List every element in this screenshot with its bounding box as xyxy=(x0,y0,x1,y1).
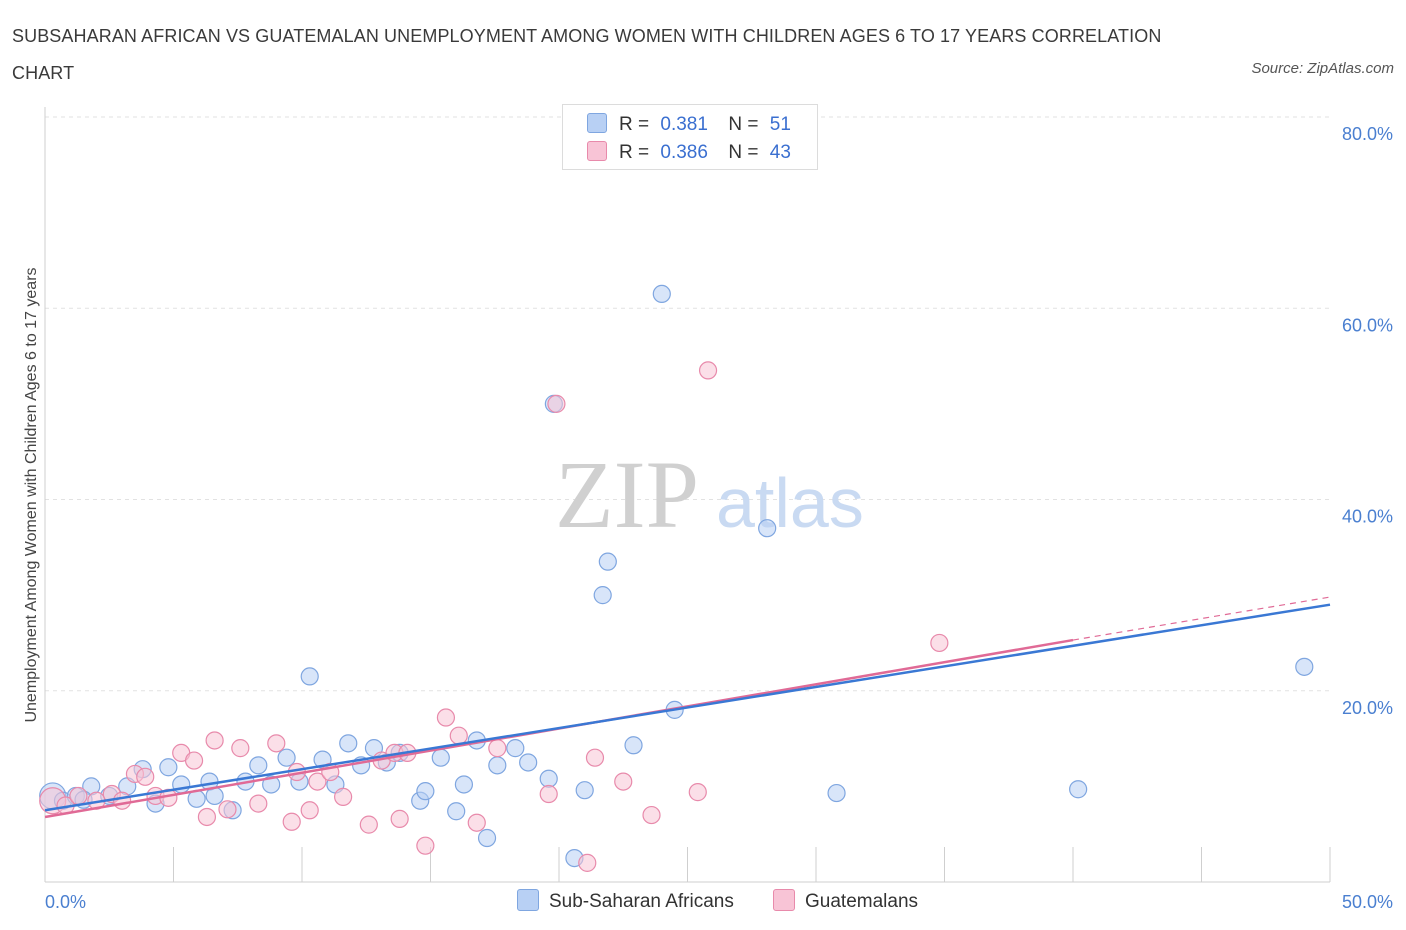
point-guatemalan xyxy=(69,786,88,806)
point-sub-saharan xyxy=(624,736,643,755)
point-guatemalan xyxy=(698,361,718,380)
point-sub-saharan xyxy=(519,753,538,772)
point-guatemalan xyxy=(585,748,605,767)
point-guatemalan xyxy=(282,812,301,831)
point-sub-saharan xyxy=(575,781,594,800)
trend-line-sub-saharan xyxy=(44,603,1331,812)
point-guatemalan xyxy=(267,734,286,753)
point-guatemalan xyxy=(359,815,378,834)
legend-swatch-pink xyxy=(587,141,607,161)
legend-n-label: N = xyxy=(728,142,759,163)
legend-row-sub-saharan: R = 0.381 N = 51 xyxy=(587,113,791,139)
y-tick-label: 20.0% xyxy=(1342,698,1393,718)
legend-row-guatemalan: R = 0.386 N = 43 xyxy=(587,141,791,167)
point-sub-saharan xyxy=(339,734,358,753)
watermark-zip: ZIP xyxy=(555,441,699,548)
legend-n-label: N = xyxy=(728,114,759,135)
legend-item-sub-saharan: Sub-Saharan Africans xyxy=(517,889,734,913)
legend-label: Guatemalans xyxy=(805,891,919,912)
grid-lines xyxy=(45,116,1330,692)
point-guatemalan xyxy=(449,726,468,745)
point-sub-saharan xyxy=(277,748,296,767)
point-guatemalan xyxy=(614,772,633,791)
point-guatemalan xyxy=(539,784,558,804)
source-label: Source: ZipAtlas.com xyxy=(1251,60,1394,77)
point-sub-saharan xyxy=(488,756,507,775)
point-sub-saharan xyxy=(300,667,319,686)
legend-item-guatemalan: Guatemalans xyxy=(773,889,918,913)
point-guatemalan xyxy=(578,853,597,872)
legend-swatch-pink xyxy=(773,889,795,911)
data-points xyxy=(39,284,1314,872)
point-guatemalan xyxy=(308,772,327,791)
tick-labels: 20.0% 40.0% 60.0% 80.0% 0.0% 50.0% xyxy=(45,124,1393,912)
legend-label: Sub-Saharan Africans xyxy=(549,891,734,912)
point-sub-saharan xyxy=(447,802,466,821)
legend-r-value: 0.381 xyxy=(660,114,708,135)
y-tick-label: 40.0% xyxy=(1342,507,1393,527)
point-guatemalan xyxy=(467,813,486,832)
legend-swatch-blue xyxy=(517,889,539,911)
point-sub-saharan xyxy=(758,519,777,538)
correlation-legend: R = 0.381 N = 51 R = 0.386 N = 43 xyxy=(562,104,818,170)
point-sub-saharan xyxy=(593,586,612,605)
legend-r-label: R = xyxy=(619,114,650,135)
point-sub-saharan xyxy=(506,739,525,758)
legend-n-value: 51 xyxy=(769,114,791,135)
trend-line-guatemalan-extension xyxy=(1072,596,1331,641)
point-sub-saharan xyxy=(1069,780,1088,799)
legend-swatch-blue xyxy=(587,113,607,133)
chart-title: SUBSAHARAN AFRICAN VS GUATEMALAN UNEMPLO… xyxy=(12,26,1162,83)
point-guatemalan xyxy=(249,794,268,813)
y-tick-label: 60.0% xyxy=(1342,315,1393,335)
watermark: ZIP atlas xyxy=(555,441,864,548)
point-guatemalan xyxy=(205,731,224,750)
legend-r-value: 0.386 xyxy=(660,142,708,163)
point-guatemalan xyxy=(930,633,949,653)
point-guatemalan xyxy=(642,805,661,825)
point-guatemalan xyxy=(218,800,237,819)
point-guatemalan xyxy=(197,807,217,827)
point-guatemalan xyxy=(300,801,319,820)
watermark-atlas: atlas xyxy=(716,464,864,542)
point-guatemalan xyxy=(688,783,707,802)
point-sub-saharan xyxy=(652,284,671,304)
point-sub-saharan xyxy=(159,758,178,777)
point-guatemalan xyxy=(547,394,566,413)
point-sub-saharan xyxy=(416,782,435,801)
point-guatemalan xyxy=(334,787,353,806)
point-sub-saharan xyxy=(827,783,846,803)
point-guatemalan xyxy=(231,739,250,758)
y-axis-label: Unemployment Among Women with Children A… xyxy=(23,267,40,722)
legend-r-label: R = xyxy=(619,142,650,163)
point-sub-saharan xyxy=(1295,657,1314,676)
point-guatemalan xyxy=(112,791,132,810)
point-sub-saharan xyxy=(454,775,474,794)
point-guatemalan xyxy=(436,708,456,727)
point-guatemalan xyxy=(416,836,435,855)
y-tick-label: 80.0% xyxy=(1342,124,1393,144)
point-sub-saharan xyxy=(262,775,281,794)
point-sub-saharan xyxy=(477,828,497,848)
point-sub-saharan xyxy=(249,756,268,775)
x-tick-label: 0.0% xyxy=(45,892,86,912)
point-guatemalan xyxy=(390,809,409,828)
point-guatemalan xyxy=(488,739,507,758)
legend-n-value: 43 xyxy=(769,142,791,163)
point-sub-saharan xyxy=(431,748,450,767)
x-tick-label: 50.0% xyxy=(1342,892,1393,912)
point-guatemalan xyxy=(184,751,204,770)
point-sub-saharan xyxy=(598,552,617,571)
point-guatemalan xyxy=(136,767,155,786)
point-sub-saharan xyxy=(539,769,558,788)
trend-lines xyxy=(44,596,1331,819)
